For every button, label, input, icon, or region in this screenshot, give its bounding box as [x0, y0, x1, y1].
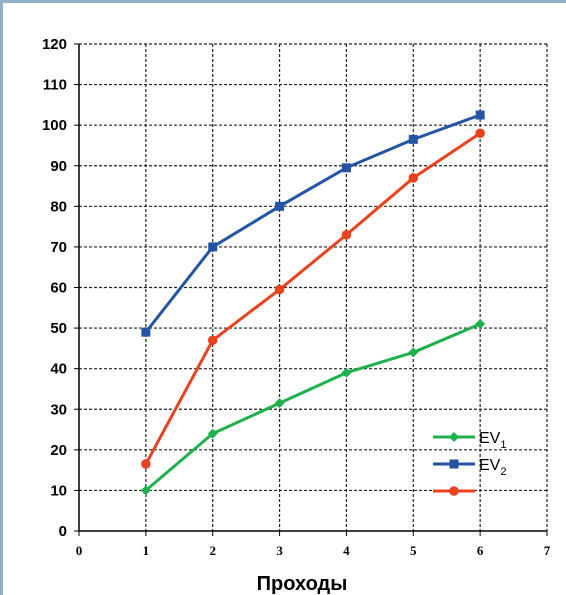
- data-point: [207, 428, 218, 439]
- x-tick-label: 3: [276, 543, 283, 558]
- x-tick-label: 0: [76, 543, 83, 558]
- series-line: [144, 113, 481, 334]
- y-tick-label: 110: [43, 77, 67, 94]
- y-tick-label: 120: [42, 36, 67, 53]
- y-tick-label: 0: [59, 523, 67, 540]
- data-point: [208, 242, 218, 252]
- x-tick-label: 4: [343, 543, 350, 558]
- y-tick-label: 60: [50, 280, 67, 297]
- series-3: [141, 128, 485, 469]
- x-axis-label: Проходы: [257, 573, 348, 595]
- legend-label: EV1: [479, 430, 506, 451]
- x-axis-ticks: 0 1 2 3 4 5 6 7: [76, 531, 551, 558]
- legend-label: EV2: [479, 457, 506, 478]
- y-tick-label: 30: [50, 401, 67, 418]
- data-point: [341, 367, 352, 378]
- y-tick-label: 100: [42, 117, 67, 134]
- data-point: [475, 128, 485, 139]
- y-tick-label: 80: [50, 198, 67, 215]
- x-tick-label: 7: [544, 543, 551, 558]
- data-point: [408, 173, 419, 183]
- data-point: [274, 398, 285, 409]
- legend-item: [433, 486, 475, 496]
- y-tick-label: 20: [50, 442, 67, 459]
- data-point: [408, 347, 419, 358]
- y-axis-ticks: 0 10 20 30 40 50 60 70 80 90 100 110 120: [42, 36, 79, 540]
- y-tick-label: 10: [50, 482, 67, 499]
- data-point: [141, 327, 151, 337]
- data-point: [341, 163, 351, 173]
- series-group: [140, 110, 486, 496]
- series-1: [140, 319, 486, 496]
- data-point: [475, 110, 485, 120]
- legend-item: EV2: [433, 457, 506, 478]
- legend-label-base: EV: [479, 457, 501, 474]
- data-point: [207, 335, 218, 346]
- data-point: [141, 459, 151, 469]
- x-tick-label: 5: [410, 543, 417, 558]
- data-point: [275, 201, 285, 211]
- series-2: [141, 110, 485, 337]
- legend-label-subscript: 1: [500, 439, 506, 451]
- legend-label-subscript: 2: [500, 466, 506, 478]
- y-tick-label: 40: [50, 361, 67, 378]
- legend-marker: [449, 459, 459, 469]
- y-tick-label: 50: [50, 320, 67, 337]
- x-tick-label: 1: [143, 543, 150, 558]
- data-point: [140, 485, 151, 496]
- data-point: [274, 284, 285, 295]
- data-point: [341, 229, 352, 240]
- legend-marker: [449, 486, 459, 496]
- series-line: [144, 132, 481, 465]
- grid-lines: [79, 43, 548, 531]
- y-tick-label: 70: [50, 239, 67, 256]
- x-tick-label: 6: [477, 543, 484, 558]
- series-line: [144, 322, 481, 492]
- data-point: [475, 319, 486, 330]
- legend-marker: [449, 432, 459, 442]
- data-point: [408, 134, 418, 144]
- legend-item: EV1: [433, 430, 506, 451]
- x-tick-label: 2: [209, 543, 216, 558]
- legend-label-base: EV: [479, 430, 501, 447]
- y-tick-label: 90: [50, 158, 67, 175]
